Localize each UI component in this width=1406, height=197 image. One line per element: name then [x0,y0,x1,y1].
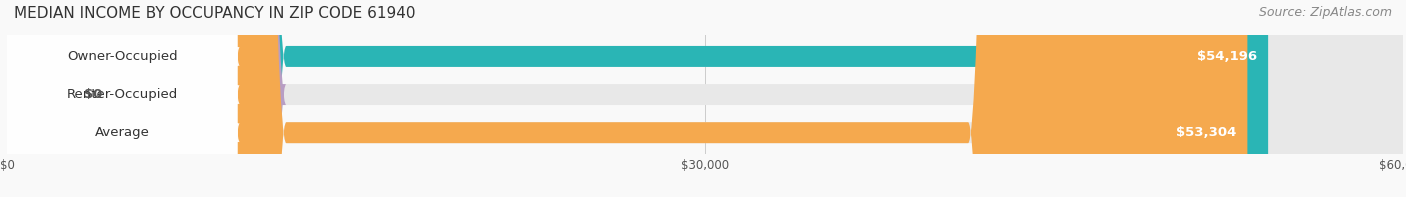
FancyBboxPatch shape [0,0,287,197]
FancyBboxPatch shape [7,0,1268,197]
Text: Renter-Occupied: Renter-Occupied [66,88,177,101]
Text: Average: Average [94,126,149,139]
Text: $53,304: $53,304 [1175,126,1236,139]
FancyBboxPatch shape [4,0,240,197]
FancyBboxPatch shape [7,0,1247,197]
Text: Owner-Occupied: Owner-Occupied [67,50,177,63]
FancyBboxPatch shape [4,0,240,197]
FancyBboxPatch shape [7,0,1403,197]
Text: Source: ZipAtlas.com: Source: ZipAtlas.com [1258,6,1392,19]
Text: MEDIAN INCOME BY OCCUPANCY IN ZIP CODE 61940: MEDIAN INCOME BY OCCUPANCY IN ZIP CODE 6… [14,6,416,21]
Text: $54,196: $54,196 [1197,50,1257,63]
FancyBboxPatch shape [4,0,240,197]
FancyBboxPatch shape [7,0,1403,197]
Text: $0: $0 [84,88,103,101]
FancyBboxPatch shape [7,0,1403,197]
